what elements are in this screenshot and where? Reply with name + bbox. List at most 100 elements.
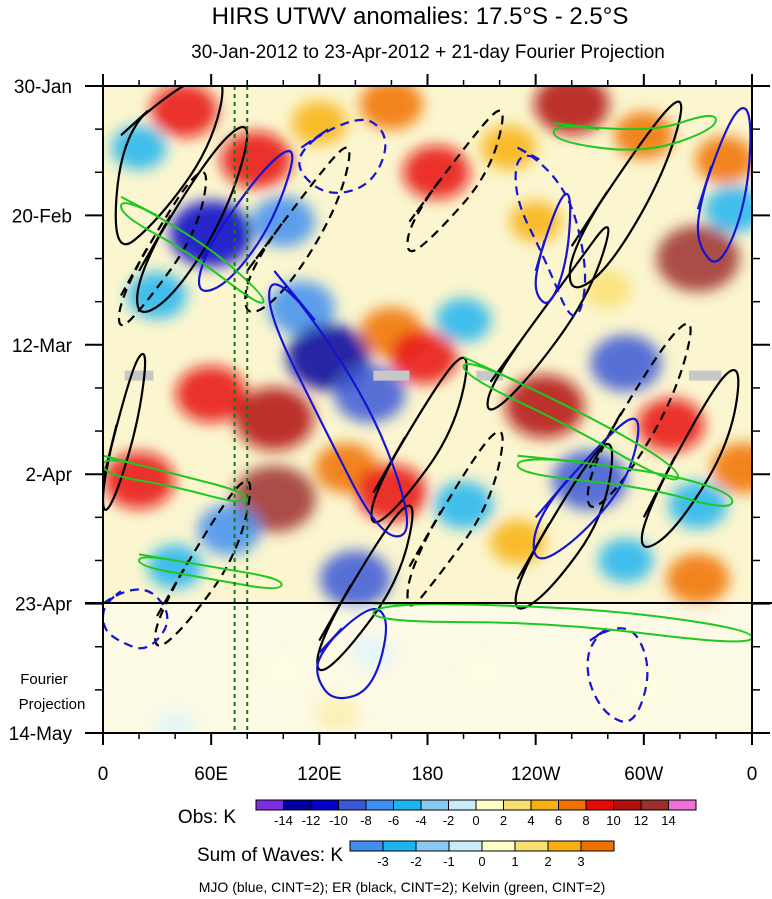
er-contour — [316, 504, 414, 672]
projection-label-line2: Projection — [19, 696, 86, 713]
chart-title: HIRS UTWV anomalies: 17.5°S - 2.5°S — [212, 3, 629, 30]
er-contour — [640, 369, 740, 548]
anomaly-blob — [155, 711, 195, 733]
colorbar-swatch — [255, 799, 284, 811]
colorbar-swatch — [530, 799, 559, 811]
colorbar-tick-label: 10 — [606, 813, 620, 828]
obs-colorbar: -14 -12 -10 -8 -6 -4 -2 0 2 4 6 8 10 12 14 — [255, 799, 697, 828]
colorbar-tick-label: -12 — [302, 813, 321, 828]
anomaly-blob — [111, 125, 167, 170]
er-contour — [370, 356, 468, 524]
anomaly-blob — [695, 136, 752, 184]
anomaly-blob — [436, 298, 492, 343]
plot-area — [103, 86, 752, 733]
kelvin-contour — [119, 196, 265, 304]
er-contour — [406, 109, 504, 253]
mjo-contour — [268, 270, 409, 538]
projection-label-line1: Fourier — [20, 671, 68, 688]
obs-colorbar-label: Obs: K — [178, 807, 236, 828]
colorbar-swatch — [580, 840, 615, 852]
anomaly-blob — [584, 270, 632, 309]
x-tick-label: 180 — [412, 764, 444, 785]
anomaly-blob — [711, 442, 752, 494]
wave-contours — [103, 86, 752, 723]
projection-fade — [103, 603, 752, 733]
colorbar-swatch — [338, 799, 367, 811]
colorbar-swatch — [365, 799, 394, 811]
colorbar-swatch — [503, 799, 532, 811]
y-tick-label: 12-Mar — [12, 336, 73, 357]
anomaly-blob — [169, 200, 253, 268]
colorbar-tick-label: -10 — [329, 813, 348, 828]
er-contour — [486, 226, 610, 411]
x-tick-label: 0 — [747, 764, 758, 785]
colorbar-tick-label: -2 — [410, 854, 422, 869]
colorbar-swatch — [310, 799, 339, 811]
er-contour — [406, 430, 504, 607]
y-tick-label: 14-May — [9, 724, 73, 745]
anomaly-blob — [359, 86, 423, 130]
colorbar-tick-label: -6 — [388, 813, 400, 828]
colorbar-tick-label: -3 — [377, 854, 389, 869]
er-contour — [568, 100, 683, 289]
colorbar-tick-label: 2 — [500, 813, 507, 828]
kelvin-contour — [138, 553, 283, 590]
anomaly-blob — [434, 481, 494, 529]
colorbar-swatch — [448, 840, 483, 852]
anomaly-blob — [314, 696, 360, 733]
colorbar-swatch — [613, 799, 642, 811]
legend-note: MJO (blue, CINT=2); ER (black, CINT=2); … — [199, 879, 606, 895]
anomaly-blob — [614, 111, 674, 159]
colorbar-swatch — [448, 799, 477, 811]
colorbar-tick-label: 8 — [582, 813, 589, 828]
anomaly-blob — [462, 655, 502, 687]
mjo-contour — [696, 107, 752, 263]
x-tick-label: 60W — [624, 764, 663, 785]
anomaly-blob — [267, 281, 335, 335]
colorbar-tick-label: 1 — [511, 854, 518, 869]
colorbar-tick-label: 4 — [527, 813, 534, 828]
anomaly-blob — [150, 86, 218, 138]
missing-data-bar — [476, 370, 504, 381]
anomaly-blob — [590, 334, 662, 392]
anomaly-blob — [656, 225, 740, 292]
anomaly-blob — [197, 504, 261, 555]
kelvin-contour — [372, 602, 752, 643]
colorbar-swatch — [349, 840, 384, 852]
y-tick-label: 2-Apr — [26, 465, 73, 486]
colorbar-swatch — [283, 799, 312, 811]
mjo-contour — [197, 149, 294, 292]
anomaly-blob — [403, 145, 471, 200]
colorbar-tick-label: 3 — [577, 854, 584, 869]
colorbar-swatch — [640, 799, 669, 811]
er-contour — [586, 322, 692, 508]
x-tick-label: 120W — [511, 764, 561, 785]
colorbar-tick-label: 12 — [634, 813, 648, 828]
axes: 0 60E 120E 180 120W 60W 0 30-Jan 20-Feb 12-Mar 2-A… — [9, 74, 770, 785]
reference-lines — [233, 86, 249, 733]
anomaly-blob — [510, 201, 562, 242]
anomaly-blob — [262, 654, 304, 688]
kelvin-contour — [462, 356, 680, 481]
y-tick-label: 30-Jan — [14, 77, 72, 98]
colorbar-swatch — [514, 840, 549, 852]
y-tick-label: 20-Feb — [12, 206, 72, 227]
kelvin-contour — [516, 454, 734, 507]
anomaly-blob — [355, 464, 427, 522]
mjo-contour — [298, 118, 387, 194]
anomaly-blob — [704, 185, 752, 233]
x-tick-label: 120E — [297, 764, 341, 785]
colorbar-tick-label: 0 — [472, 813, 479, 828]
anomaly-blob — [666, 553, 730, 605]
mjo-contour — [534, 192, 572, 304]
mjo-contour — [586, 627, 649, 723]
colorbar-swatch — [382, 840, 417, 852]
anomaly-blob — [291, 100, 347, 145]
missing-data-bar — [688, 370, 722, 381]
colorbar-swatch — [558, 799, 587, 811]
anomaly-blob — [534, 86, 610, 135]
colorbar-swatch — [585, 799, 614, 811]
colorbar-swatch — [668, 799, 697, 811]
waves-colorbar-label: Sum of Waves: K — [197, 845, 343, 866]
